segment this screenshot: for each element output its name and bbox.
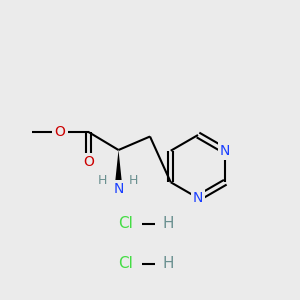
- Text: N: N: [193, 191, 203, 205]
- Text: Cl: Cl: [118, 216, 134, 231]
- Text: H: H: [97, 173, 107, 187]
- Text: Cl: Cl: [118, 256, 134, 272]
- Text: N: N: [220, 144, 230, 158]
- Polygon shape: [115, 150, 122, 188]
- Text: H: H: [162, 216, 174, 231]
- Text: H: H: [162, 256, 174, 272]
- Text: N: N: [113, 182, 124, 196]
- Text: O: O: [83, 155, 94, 169]
- Text: O: O: [55, 125, 65, 139]
- Text: H: H: [129, 173, 138, 187]
